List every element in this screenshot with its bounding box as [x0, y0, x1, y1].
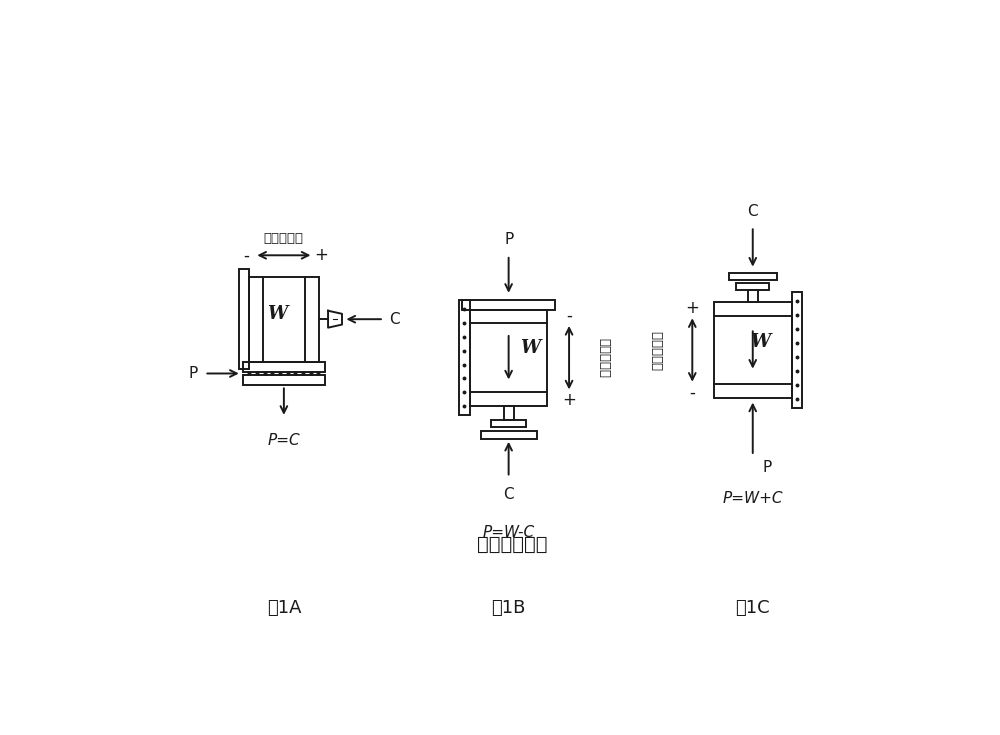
- Text: C: C: [503, 487, 514, 502]
- Text: 图1C: 图1C: [735, 599, 770, 617]
- Text: P: P: [762, 459, 771, 475]
- Bar: [714, 302, 792, 398]
- Bar: [792, 293, 802, 408]
- Bar: [470, 309, 547, 406]
- Bar: [462, 300, 555, 309]
- Text: 顺应性轴线: 顺应性轴线: [597, 337, 610, 378]
- Text: W: W: [750, 333, 771, 351]
- Text: 顺应性轴线: 顺应性轴线: [264, 232, 304, 245]
- Bar: [243, 376, 325, 385]
- Text: P=W+C: P=W+C: [722, 491, 783, 506]
- Bar: [243, 362, 325, 372]
- Text: P: P: [504, 232, 513, 247]
- Text: +: +: [314, 246, 328, 265]
- Text: W: W: [268, 305, 288, 323]
- Text: C: C: [747, 204, 758, 219]
- Bar: [729, 273, 777, 279]
- Text: 图1A: 图1A: [267, 599, 301, 617]
- Text: W: W: [520, 340, 540, 357]
- Bar: [491, 420, 526, 427]
- Text: P=C: P=C: [268, 434, 300, 448]
- Text: -: -: [566, 306, 572, 324]
- Text: 顺应性轴线: 顺应性轴线: [651, 330, 664, 370]
- Text: P: P: [189, 366, 198, 381]
- Text: 图1B: 图1B: [491, 599, 526, 617]
- Bar: [481, 431, 537, 439]
- Text: +: +: [562, 391, 576, 409]
- Text: +: +: [685, 298, 699, 317]
- Bar: [504, 406, 514, 420]
- Text: P=W-C: P=W-C: [483, 526, 535, 540]
- Bar: [239, 269, 249, 369]
- Text: （现有技术）: （现有技术）: [477, 535, 548, 554]
- Bar: [249, 277, 319, 362]
- Text: C: C: [389, 312, 400, 326]
- Text: -: -: [689, 384, 695, 401]
- Bar: [736, 283, 769, 290]
- Text: -: -: [244, 246, 250, 265]
- Bar: [459, 300, 470, 415]
- Bar: [748, 290, 758, 302]
